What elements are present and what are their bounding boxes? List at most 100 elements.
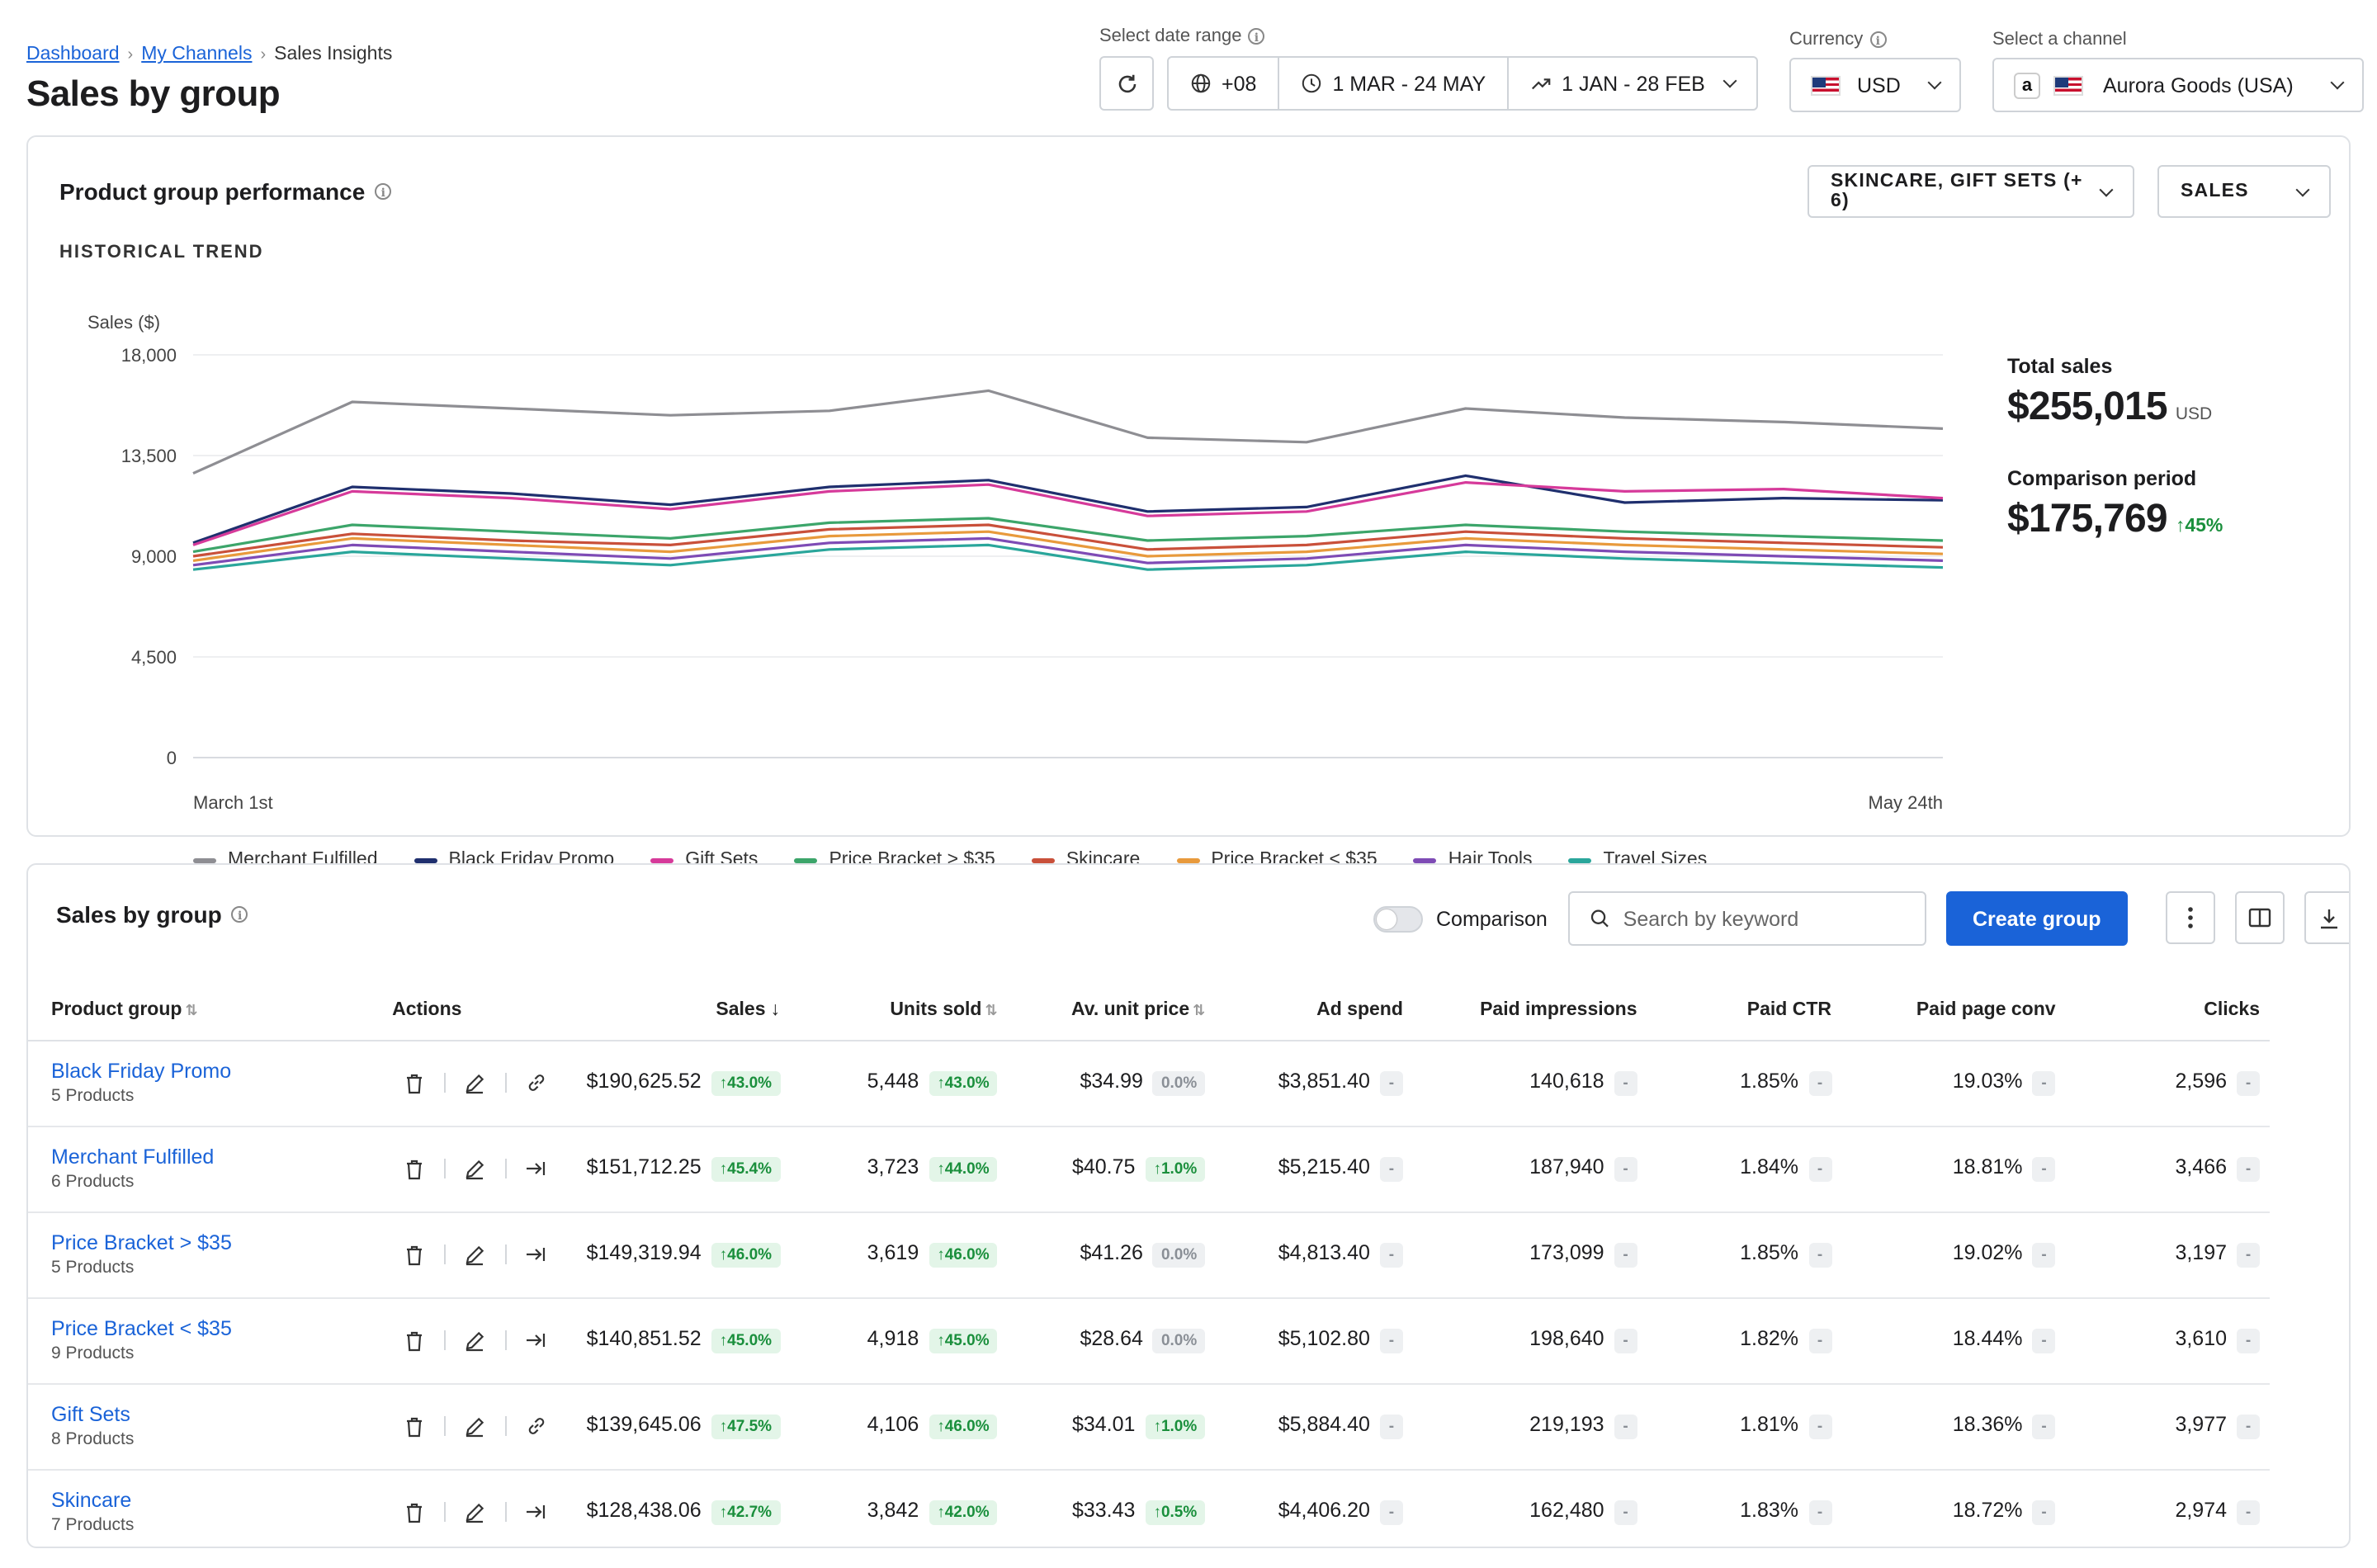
- delete-icon[interactable]: [392, 1329, 435, 1351]
- page-conv-badge: -: [2032, 1329, 2056, 1353]
- sort-icon: ⇅: [185, 1001, 198, 1018]
- delete-icon[interactable]: [392, 1158, 435, 1179]
- units-change-badge: ↑44.0%: [929, 1157, 998, 1182]
- column-header-sales[interactable]: Sales ↓: [567, 980, 791, 1041]
- search-input[interactable]: [1623, 907, 1905, 930]
- sales-change-value: 42.7%: [727, 1504, 773, 1522]
- series-line-travel-sizes: [192, 543, 1944, 571]
- link-icon[interactable]: [514, 1071, 557, 1094]
- column-header-units-sold[interactable]: Units sold ⇅: [790, 980, 1008, 1041]
- info-icon[interactable]: i: [1248, 28, 1265, 45]
- units-change-badge: ↑46.0%: [929, 1243, 998, 1268]
- info-icon[interactable]: i: [1869, 31, 1887, 48]
- refresh-button[interactable]: [1099, 56, 1154, 111]
- product-group-link[interactable]: Price Bracket > $35: [51, 1231, 232, 1254]
- unit-price-change-value: 1.0%: [1160, 1418, 1198, 1436]
- unit-price-value: $33.43: [1071, 1499, 1136, 1522]
- column-header-paid-ctr: Paid CTR: [1647, 980, 1841, 1041]
- total-sales-unit: USD: [2175, 404, 2213, 424]
- cell-clicks: 3,466-: [2065, 1126, 2270, 1212]
- cell-product-group: Price Bracket > $35 5 Products: [28, 1211, 383, 1298]
- info-icon[interactable]: i: [231, 906, 248, 923]
- page-conv-badge: -: [2032, 1415, 2056, 1439]
- comparison-range-selector[interactable]: 1 JAN - 28 FEB: [1509, 58, 1756, 109]
- delete-icon[interactable]: [392, 1072, 435, 1093]
- series-line-gift-sets: [192, 481, 1944, 546]
- link-icon[interactable]: [514, 1415, 557, 1438]
- cell-units: 3,842 ↑42.0%: [790, 1469, 1008, 1547]
- legend-swatch: [413, 857, 437, 862]
- arrow-right-to-line-icon[interactable]: [514, 1502, 557, 1522]
- product-group-link[interactable]: Gift Sets: [51, 1403, 130, 1426]
- clicks-value: 3,466: [2175, 1155, 2227, 1178]
- column-header-text: Actions: [392, 999, 462, 1020]
- cell-paid-ctr: 1.82% -: [1647, 1297, 1841, 1384]
- metric-dropdown[interactable]: SALES: [2157, 165, 2331, 218]
- sort-desc-icon: ↓: [770, 999, 781, 1020]
- ad-spend-badge: -: [1379, 1243, 1403, 1268]
- cell-clicks: 3,610-: [2065, 1297, 2270, 1384]
- units-value: 4,106: [867, 1413, 919, 1436]
- breadcrumb-channels-link[interactable]: My Channels: [141, 45, 253, 64]
- current-range-selector[interactable]: 1 MAR - 24 MAY: [1279, 58, 1510, 109]
- channel-label-text: Select a channel: [1992, 30, 2127, 50]
- ctr-badge: -: [1808, 1500, 1831, 1525]
- ctr-value: 1.85%: [1740, 1070, 1798, 1093]
- delete-icon[interactable]: [392, 1244, 435, 1265]
- edit-icon[interactable]: [453, 1072, 496, 1093]
- product-group-link[interactable]: Skincare: [51, 1489, 132, 1512]
- column-header-product-group[interactable]: Product group ⇅: [28, 980, 383, 1041]
- cell-product-group: Merchant Fulfilled 6 Products: [28, 1126, 383, 1212]
- total-sales-value: $255,015 USD: [2007, 385, 2212, 431]
- cell-unit-price: $28.64 0.0%: [1007, 1297, 1216, 1384]
- chevron-down-icon: [1722, 73, 1737, 88]
- arrow-right-to-line-icon[interactable]: [514, 1244, 557, 1264]
- ctr-badge: -: [1808, 1415, 1831, 1439]
- cell-units: 5,448 ↑43.0%: [790, 1040, 1008, 1126]
- legend-swatch: [1568, 857, 1592, 862]
- y-tick-label: 0: [167, 748, 177, 768]
- ctr-badge: -: [1808, 1071, 1831, 1096]
- cell-sales: $151,712.25 ↑45.4%: [567, 1126, 791, 1212]
- ctr-badge: -: [1808, 1329, 1831, 1353]
- sales-change-badge: ↑42.7%: [711, 1500, 781, 1525]
- breadcrumb-dashboard-link[interactable]: Dashboard: [26, 45, 120, 64]
- product-group-link[interactable]: Merchant Fulfilled: [51, 1145, 215, 1169]
- product-group-link[interactable]: Price Bracket < $35: [51, 1317, 232, 1340]
- arrow-right-to-line-icon[interactable]: [514, 1330, 557, 1350]
- delete-icon[interactable]: [392, 1501, 435, 1523]
- impressions-badge: -: [1614, 1071, 1637, 1096]
- column-header-text: Av. unit price: [1071, 999, 1190, 1020]
- sales-value: $190,625.52: [586, 1070, 702, 1093]
- currency-select[interactable]: USD: [1789, 58, 1961, 112]
- page-conv-badge: -: [2032, 1243, 2056, 1268]
- y-tick-label: 18,000: [121, 345, 177, 366]
- cell-actions: [382, 1297, 568, 1384]
- historical-trend-chart: Sales ($) 18,000 13,500 9,000 4,500 0 March …: [87, 312, 1944, 813]
- performance-title-text: Product group performance: [59, 178, 366, 205]
- product-group-link[interactable]: Black Friday Promo: [51, 1060, 232, 1083]
- impressions-value: 173,099: [1529, 1241, 1604, 1264]
- chevron-down-icon: [2330, 75, 2345, 90]
- channel-select[interactable]: a Aurora Goods (USA): [1992, 58, 2364, 112]
- edit-icon[interactable]: [453, 1244, 496, 1265]
- cell-paid-ctr: 1.85% -: [1647, 1211, 1841, 1298]
- delete-icon[interactable]: [392, 1415, 435, 1437]
- edit-icon[interactable]: [453, 1415, 496, 1437]
- column-header-unit-price[interactable]: Av. unit price ⇅: [1007, 980, 1216, 1041]
- edit-icon[interactable]: [453, 1329, 496, 1351]
- more-options-button[interactable]: [2166, 891, 2215, 944]
- comparison-toggle[interactable]: [1373, 906, 1423, 933]
- timezone-selector[interactable]: +08: [1169, 58, 1280, 109]
- edit-icon[interactable]: [453, 1158, 496, 1179]
- info-icon[interactable]: i: [375, 183, 392, 200]
- column-header-paid-page-conv: Paid page conv: [1841, 980, 2066, 1041]
- cell-paid-page-conv: 18.36% -: [1841, 1383, 2066, 1470]
- edit-icon[interactable]: [453, 1501, 496, 1523]
- units-change-value: 44.0%: [944, 1160, 990, 1178]
- group-filter-dropdown[interactable]: SKINCARE, GIFT SETS (+ 6): [1808, 165, 2134, 218]
- columns-button[interactable]: [2235, 891, 2285, 944]
- download-button[interactable]: [2304, 891, 2349, 944]
- create-group-button[interactable]: Create group: [1946, 891, 2128, 946]
- arrow-right-to-line-icon[interactable]: [514, 1159, 557, 1178]
